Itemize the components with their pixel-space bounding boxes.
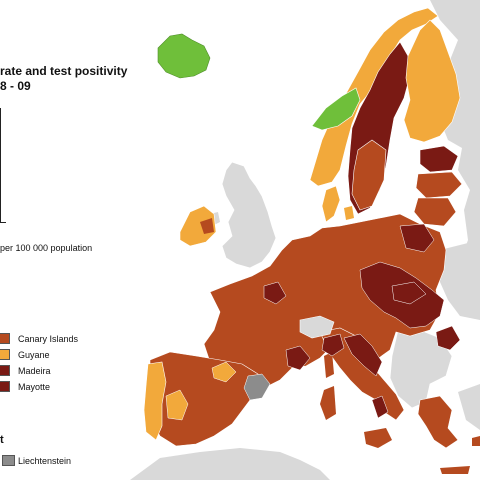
russia-region [430, 0, 480, 300]
catalonia-nodata-region [243, 373, 271, 401]
legend-label-mayotte: Mayotte [18, 382, 51, 392]
spain-central-orange-region [165, 389, 189, 421]
france-south-dark-region [285, 345, 311, 371]
turkey-region [458, 384, 480, 430]
cyprus-region [472, 436, 480, 446]
sicily-region [364, 428, 392, 448]
ukraine-region [440, 240, 480, 320]
latvia-region [415, 171, 463, 199]
italy-south-dark-region [371, 395, 389, 419]
map-title-line1: rate and test positivity [0, 64, 128, 78]
legend-swatch-madeira [0, 365, 10, 376]
map-title-line2: 8 - 09 [0, 79, 31, 93]
ireland-east-region [200, 218, 214, 234]
legend-label-guyane: Guyane [18, 350, 50, 360]
legend-label-liechtenstein: Liechtenstein [18, 456, 72, 466]
spain-north-orange-region [211, 361, 237, 383]
legend-label-canary-islands: Canary Islands [18, 334, 79, 344]
denmark-region [321, 185, 341, 223]
corsica-region [324, 352, 334, 378]
legend-swatch-liechtenstein [2, 455, 15, 466]
legend-label-madeira: Madeira [18, 366, 51, 376]
baltic-south-dark-region [399, 223, 435, 253]
slovakia-dark-region [391, 281, 427, 305]
portugal-region [143, 361, 167, 441]
legend-swatch-guyane [0, 349, 10, 360]
switzerland-region [299, 315, 335, 339]
romania-dark-region [435, 325, 461, 351]
crete-region [440, 466, 470, 474]
legend-scale-line [0, 108, 1, 223]
norway-green-region [311, 87, 361, 131]
lithuania-region [413, 197, 457, 227]
finland-region [403, 19, 461, 143]
legend-swatch-canary-islands [0, 333, 10, 344]
sweden-south-region [351, 139, 387, 211]
united-kingdom-region [221, 161, 277, 269]
ireland-region [179, 205, 217, 247]
legend-swatch-mayotte [0, 381, 10, 392]
slovenia-croatia-dark-region [343, 333, 383, 377]
population-note: per 100 000 population [0, 243, 93, 253]
iceland-region [157, 33, 211, 79]
legend-scale-tick [0, 222, 6, 223]
no-data-section-label: t [0, 434, 4, 446]
estonia-region [419, 145, 459, 173]
map-title: rate and test positivity 8 - 09 [0, 64, 127, 94]
france-east-dark-region [263, 281, 287, 305]
italy-north-dark-region [321, 333, 345, 357]
greece-region [417, 395, 459, 449]
sardinia-region [320, 386, 336, 420]
denmark-island-region [344, 206, 354, 220]
north-africa-region [130, 448, 330, 480]
